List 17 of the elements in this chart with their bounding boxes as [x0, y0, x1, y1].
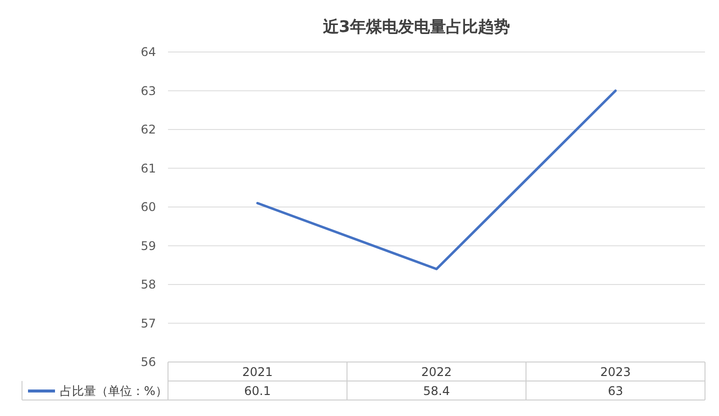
x-tick-label: 2023 [600, 365, 631, 379]
data-label: 60.1 [244, 384, 271, 398]
y-tick-label: 61 [140, 161, 156, 176]
chart-title: 近3年煤电发电量占比趋势 [322, 17, 510, 36]
y-tick-label: 58 [140, 278, 156, 292]
y-tick-label: 60 [140, 200, 156, 214]
y-tick-label: 62 [140, 122, 156, 136]
y-tick-label: 64 [140, 45, 156, 59]
x-tick-label: 2021 [242, 365, 273, 379]
x-tick-label: 2022 [421, 365, 452, 379]
data-label: 58.4 [423, 384, 450, 398]
y-tick-label: 63 [140, 84, 156, 98]
y-tick-label: 57 [140, 316, 156, 330]
legend-label: 占比量（单位：%） [60, 384, 168, 398]
data-label: 63 [608, 384, 624, 398]
y-tick-label: 59 [140, 238, 156, 253]
y-tick-label: 56 [140, 355, 156, 369]
